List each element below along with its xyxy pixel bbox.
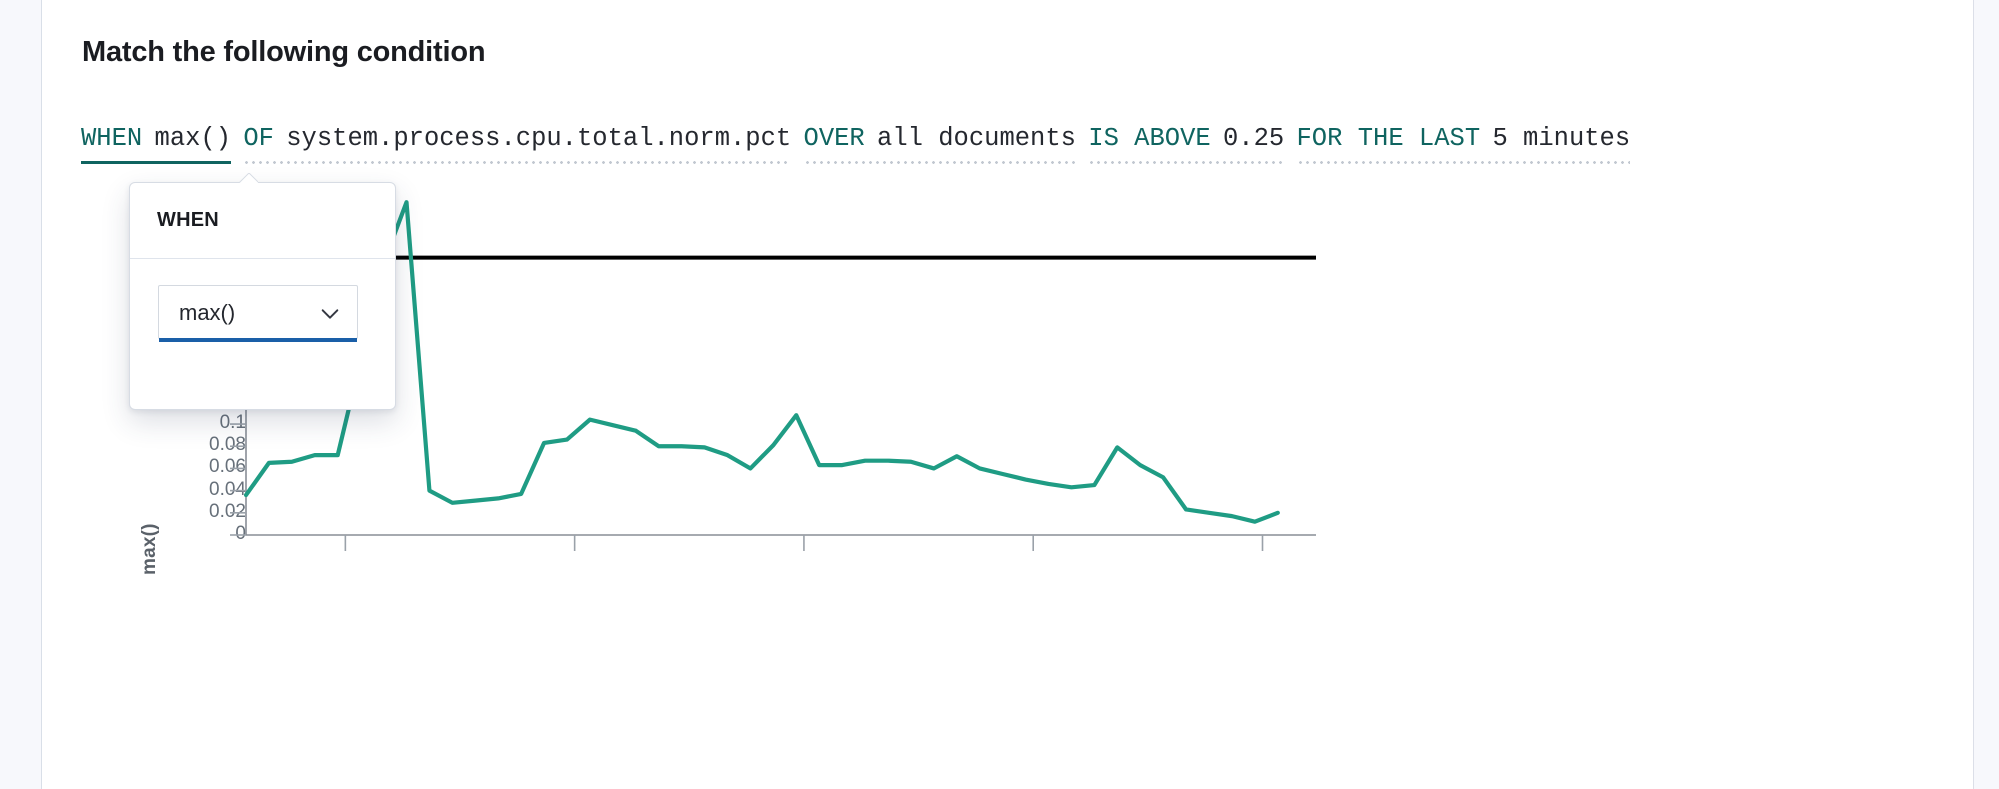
- aggregation-select[interactable]: max(): [158, 285, 358, 342]
- when-popover: WHEN max(): [129, 182, 396, 410]
- y-tick-label: 0.08: [209, 434, 246, 456]
- duration-value: 5 minutes: [1492, 124, 1631, 153]
- page-gutter-right: [1973, 0, 1999, 789]
- popover-arrow: [239, 173, 258, 183]
- page-title: Match the following condition: [82, 36, 486, 68]
- y-tick-label: 0.04: [209, 478, 246, 500]
- of-keyword: OF: [243, 124, 274, 153]
- when-value: max(): [154, 124, 232, 153]
- duration-token[interactable]: FOR THE LAST 5 minutes: [1296, 122, 1631, 164]
- threshold-token[interactable]: IS ABOVE 0.25: [1088, 122, 1284, 164]
- over-keyword: OVER: [803, 124, 865, 153]
- y-tick-label: 0: [235, 523, 246, 544]
- of-metric-token[interactable]: OF system.process.cpu.total.norm.pct: [243, 122, 791, 164]
- y-tick-label: 0.1: [219, 412, 246, 434]
- popover-title: WHEN: [130, 183, 395, 259]
- over-value: all documents: [877, 124, 1076, 153]
- chevron-down-icon: [321, 309, 339, 319]
- page-gutter-left: [0, 0, 42, 789]
- when-max-token[interactable]: WHEN max(): [81, 122, 232, 164]
- is-above-keyword: IS ABOVE: [1088, 124, 1211, 153]
- when-keyword: WHEN: [81, 124, 143, 153]
- metric-series-line: [243, 200, 1280, 524]
- y-tick-label: 0.06: [209, 456, 246, 478]
- threshold-value: 0.25: [1222, 124, 1285, 153]
- condition-panel: Match the following condition WHEN max() O…: [43, 0, 1973, 789]
- over-token[interactable]: OVER all documents: [803, 122, 1077, 164]
- of-value: system.process.cpu.total.norm.pct: [286, 124, 792, 153]
- popover-body: max(): [130, 259, 395, 342]
- y-tick-label: 0.02: [209, 500, 246, 522]
- expression-builder: WHEN max() OF system.process.cpu.total.norm…: [81, 122, 1630, 164]
- aggregation-select-value: max(): [179, 300, 236, 325]
- for-the-last-keyword: FOR THE LAST: [1296, 124, 1481, 153]
